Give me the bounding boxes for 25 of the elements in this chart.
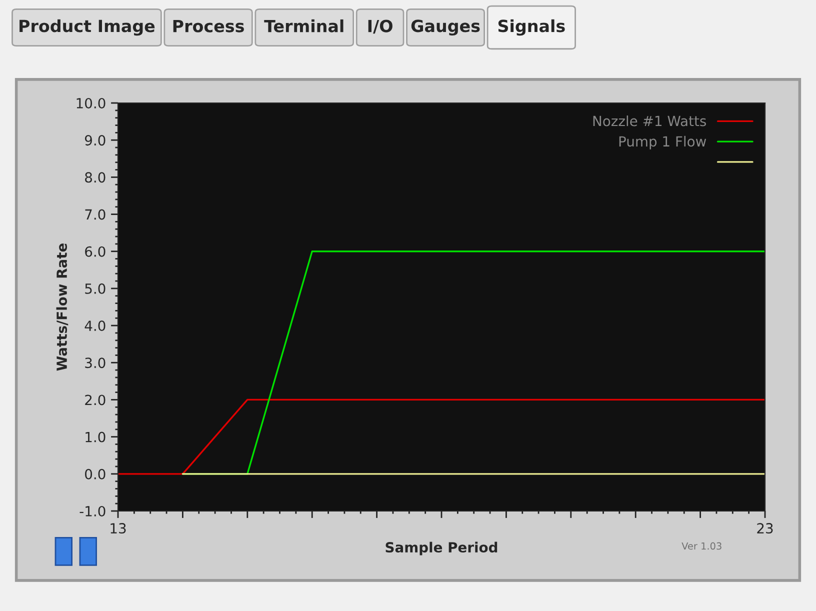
text: Signals: [498, 19, 565, 36]
legend-label: Pump 1 Flow: [619, 136, 706, 150]
y-tick-label: 6.0: [85, 246, 106, 257]
x-tick-label: 13: [110, 523, 126, 534]
x-axis-title: Sample Period: [386, 542, 498, 556]
y-tick-label: 1.0: [86, 432, 106, 442]
y-axis-title: Watts/Flow Rate: [56, 243, 68, 371]
y-tick-label: 9.0: [84, 135, 106, 146]
text: Ver 1.03: [682, 542, 722, 550]
y-tick-label: 3.0: [85, 358, 106, 368]
y-tick-label: -1.0: [80, 506, 106, 516]
y-tick-label: 7.0: [85, 209, 106, 220]
text: Gauges: [411, 20, 480, 36]
y-tick-label: 2.0: [85, 394, 106, 406]
text: Process: [173, 20, 244, 32]
text: Terminal: [264, 19, 344, 32]
y-tick-label: 5.0: [85, 283, 106, 294]
y-tick-label: 0.0: [85, 468, 106, 480]
y-tick-label: 8.0: [85, 172, 106, 183]
y-tick-label: 4.0: [84, 320, 106, 332]
x-tick-label: 23: [757, 523, 773, 534]
text: Product Image: [20, 19, 155, 36]
y-tick-label: 10.0: [76, 98, 106, 108]
legend-label: Nozzle #1 Watts: [593, 116, 706, 126]
text: I/O: [368, 20, 392, 34]
